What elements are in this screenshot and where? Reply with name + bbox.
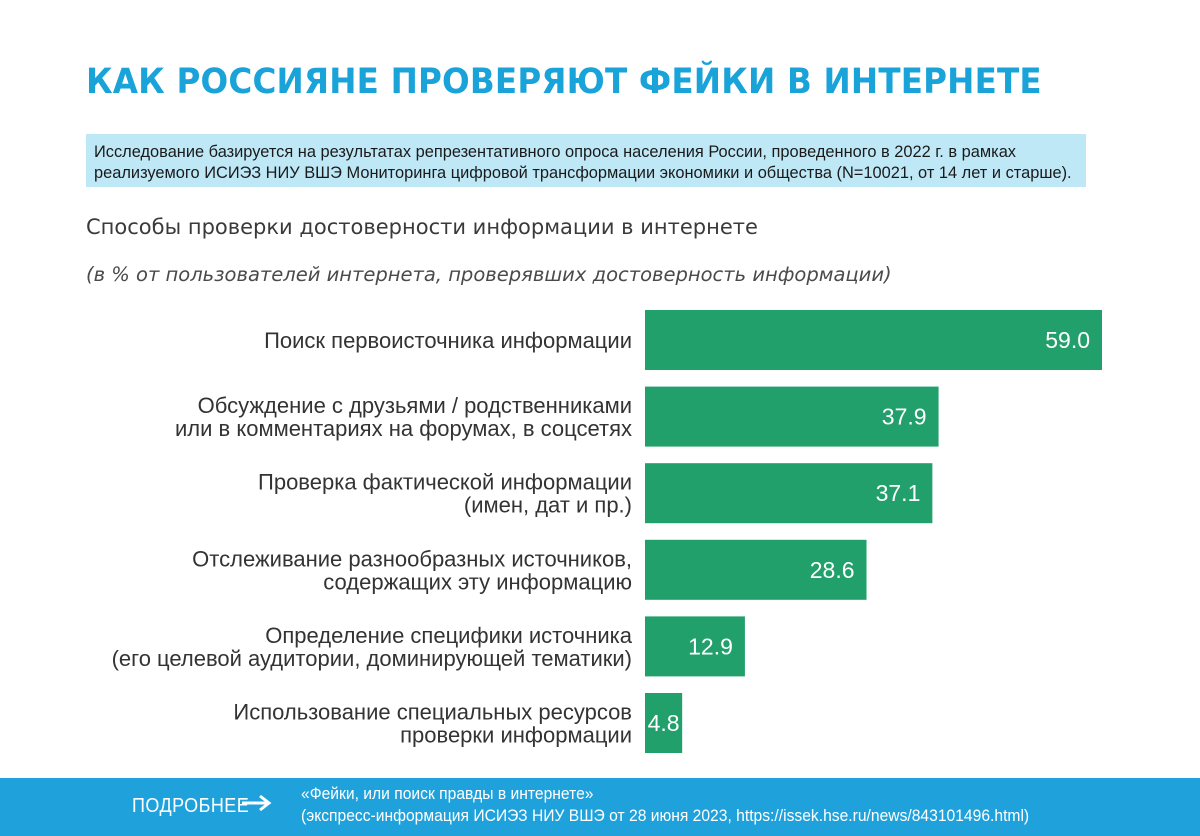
category-label-line: (его целевой аудитории, доминирующей тем… <box>112 646 632 671</box>
category-label-5: Определение специфики источника (его целе… <box>112 623 633 671</box>
category-label-line: содержащих эту информацию <box>323 569 632 594</box>
bar-5 <box>645 616 745 677</box>
category-label-line: Определение специфики источника <box>265 623 633 648</box>
bar-4 <box>645 539 867 600</box>
reference-link[interactable]: «Фейки, или поиск правды в интернете» (э… <box>301 783 1029 827</box>
bar-3 <box>645 463 933 524</box>
bar-value-label-2: 37.9 <box>882 404 927 430</box>
chart-subtitle: (в % от пользователей интернета, проверя… <box>86 263 892 286</box>
more-label[interactable]: ПОДРОБНЕЕ <box>132 795 250 817</box>
category-label-1: Поиск первоисточника информации <box>264 328 632 353</box>
category-label-line: (имен, дат и пр.) <box>464 493 632 518</box>
study-note: Исследование базируется на результатах р… <box>86 134 1086 187</box>
footer-bar: ПОДРОБНЕЕ «Фейки, или поиск правды в инт… <box>0 778 1200 836</box>
category-label-line: Обсуждение с друзьями / родственниками <box>198 393 632 418</box>
category-label-line: Использование специальных ресурсов <box>233 700 632 725</box>
reference-details: (экспресс-информация ИСИЭЗ НИУ ВШЭ от 28… <box>301 806 1030 825</box>
category-label-6: Использование специальных ресурсов провер… <box>233 700 632 748</box>
study-note-line-2: реализуемого ИСИЭЗ НИУ ВШЭ Мониторинга ц… <box>94 164 1072 182</box>
bar-value-label-6: 4.8 <box>648 710 680 736</box>
bar-value-label-3: 37.1 <box>876 480 921 506</box>
chart-title: Способы проверки достоверности информаци… <box>86 215 758 239</box>
category-label-line: или в комментариях на форумах, в соцсетя… <box>175 416 632 441</box>
bar-6 <box>645 693 683 753</box>
category-label-3: Проверка фактической информации (имен, да… <box>258 470 632 518</box>
right-arrow-icon <box>242 794 272 812</box>
bar-2 <box>645 386 939 447</box>
bar-1 <box>645 310 1102 370</box>
category-label-4: Отслеживание разнообразных источников, со… <box>192 546 632 594</box>
bar-value-label-5: 12.9 <box>688 633 733 659</box>
page-title: КАК РОССИЯНЕ ПРОВЕРЯЮТ ФЕЙКИ В ИНТЕРНЕТЕ <box>86 62 1042 102</box>
category-label-line: Отслеживание разнообразных источников, <box>192 546 632 571</box>
category-label-line: проверки информации <box>400 723 632 748</box>
study-note-line-1: Исследование базируется на результатах р… <box>94 143 1016 161</box>
reference-title: «Фейки, или поиск правды в интернете» <box>301 784 594 803</box>
bar-value-label-4: 28.6 <box>810 557 855 583</box>
category-label-2: Обсуждение с друзьями / родственниками ил… <box>175 393 632 441</box>
category-label-line: Поиск первоисточника информации <box>264 328 632 353</box>
category-label-line: Проверка фактической информации <box>258 470 632 495</box>
bar-chart: 59.0 Поиск первоисточника информации 37.9 О… <box>112 310 1102 753</box>
bar-value-label-1: 59.0 <box>1045 327 1090 353</box>
